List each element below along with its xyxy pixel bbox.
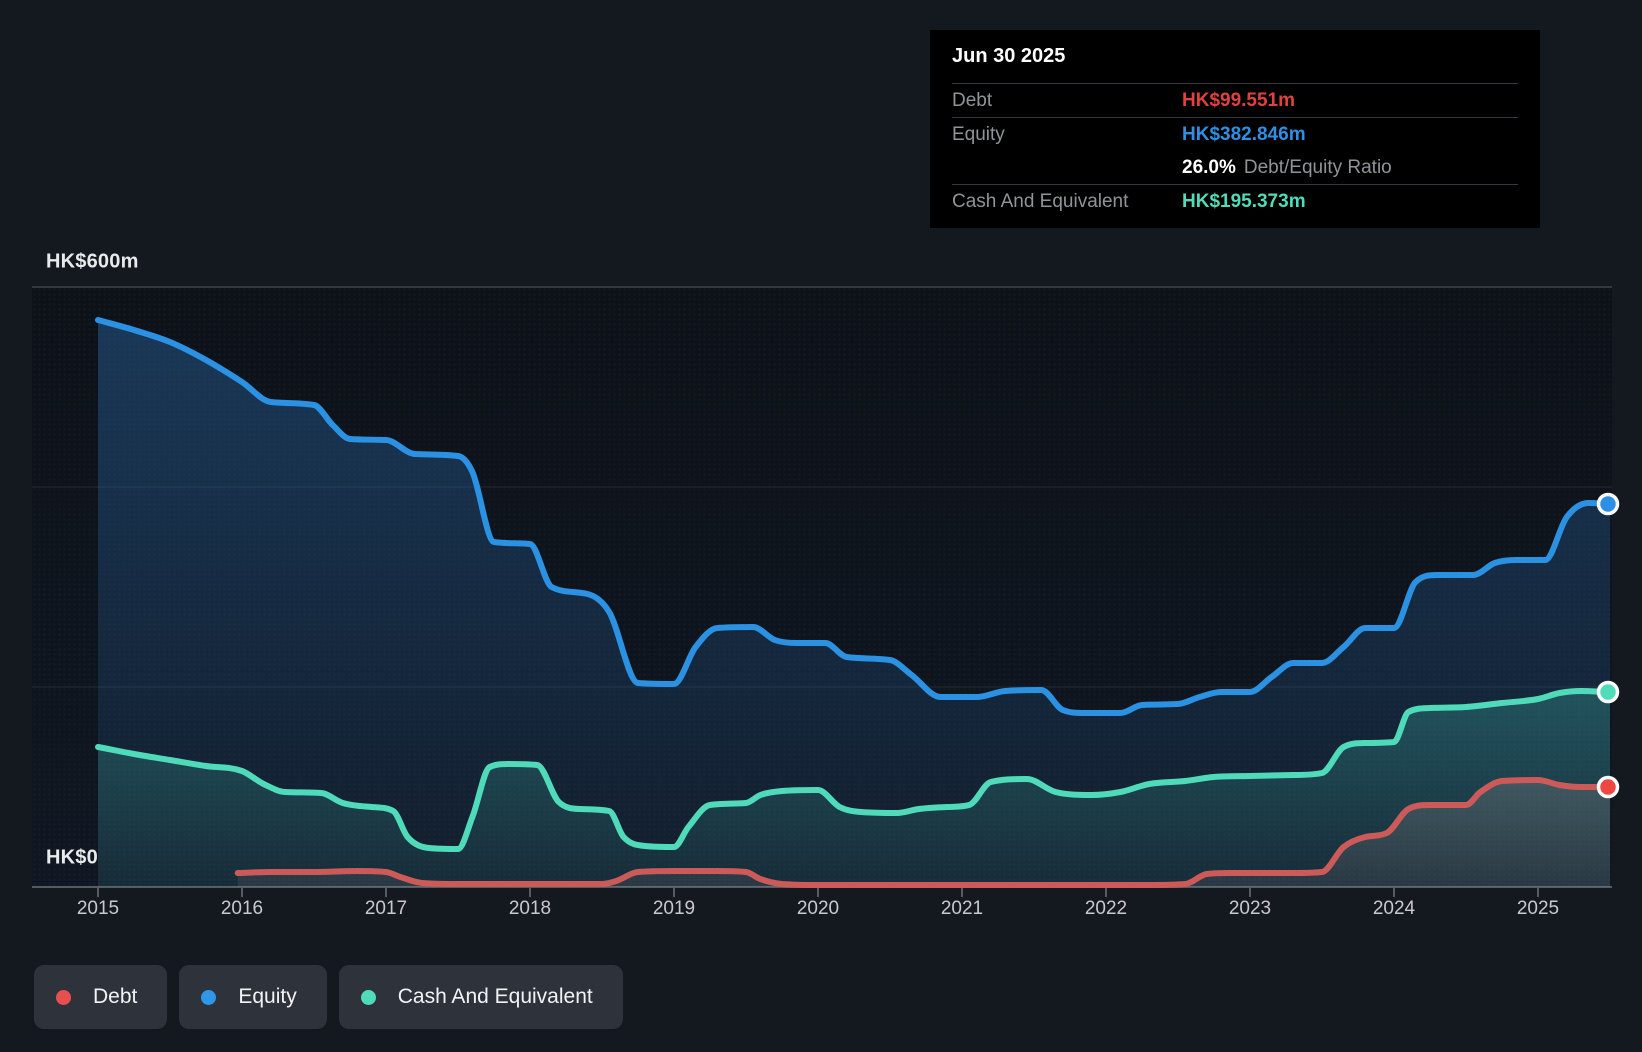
tooltip-row-cash: Cash And Equivalent HK$195.373m [952, 185, 1518, 218]
end-marker-debt [1596, 775, 1620, 799]
x-axis-year-label: 2019 [652, 898, 696, 919]
equity-series-dot-icon [201, 989, 217, 1005]
legend-item-debt[interactable]: Debt [34, 965, 168, 1029]
tooltip-equity-value: HK$382.846m [1182, 123, 1306, 145]
debt-series-dot-icon [56, 989, 71, 1005]
y-axis-label-zero: HK$0 [46, 846, 98, 869]
x-axis-year-label: 2024 [1372, 898, 1416, 919]
end-marker-cash-and-equivalent [1596, 680, 1620, 704]
x-axis-year-label: 2023 [1228, 898, 1272, 919]
tooltip-debt-label: Debt [952, 89, 993, 111]
chart-tooltip: Jun 30 2025 Debt HK$99.551m Equity HK$38… [930, 30, 1540, 228]
legend-cash-label: Cash And Equivalent [397, 985, 593, 1008]
tooltip-ratio-label: Debt/Equity Ratio [1243, 156, 1392, 178]
tooltip-row-ratio: 26.0% Debt/Equity Ratio [952, 151, 1518, 185]
tooltip-debt-value: HK$99.551m [1182, 89, 1296, 111]
legend-debt-label: Debt [93, 985, 138, 1008]
x-axis-year-label: 2016 [220, 898, 264, 919]
tooltip-row-equity: Equity HK$382.846m [952, 118, 1518, 151]
cash-series-dot-icon [360, 989, 376, 1005]
tooltip-cash-label: Cash And Equivalent [952, 190, 1129, 212]
tooltip-ratio-value: 26.0% [1182, 156, 1236, 178]
tooltip-equity-label: Equity [952, 123, 1005, 145]
tooltip-date: Jun 30 2025 [952, 30, 1518, 84]
x-axis-year-label: 2015 [76, 898, 120, 919]
x-axis-year-label: 2021 [940, 898, 984, 919]
chart-legend: Debt Equity Cash And Equivalent [34, 965, 623, 1029]
x-axis-year-label: 2020 [796, 898, 840, 919]
x-axis-year-label: 2017 [364, 898, 408, 919]
end-marker-equity [1596, 492, 1620, 516]
x-axis-year-label: 2022 [1084, 898, 1128, 919]
x-axis-year-label: 2025 [1516, 898, 1560, 919]
legend-item-cash[interactable]: Cash And Equivalent [338, 965, 623, 1029]
legend-equity-label: Equity [238, 985, 297, 1008]
legend-item-equity[interactable]: Equity [179, 965, 327, 1029]
y-axis-label-top: HK$600m [46, 250, 139, 273]
tooltip-cash-value: HK$195.373m [1182, 190, 1306, 212]
x-axis-year-label: 2018 [508, 898, 552, 919]
tooltip-row-debt: Debt HK$99.551m [952, 84, 1518, 118]
